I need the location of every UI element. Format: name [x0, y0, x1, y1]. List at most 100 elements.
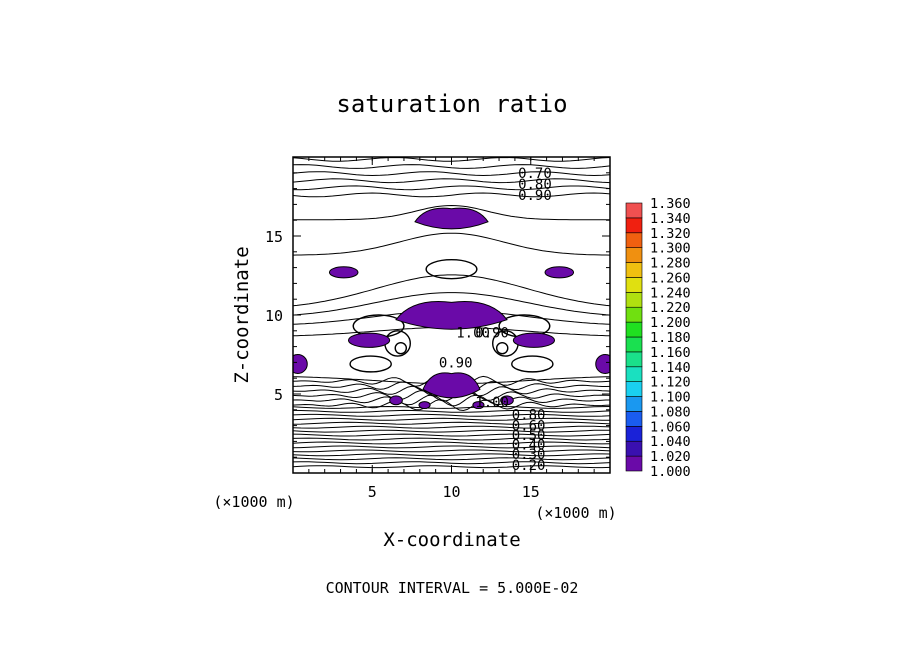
y-tick-label: 5	[274, 386, 283, 404]
colorbar-swatch	[625, 277, 643, 293]
contour-line	[293, 204, 610, 221]
contour-line	[293, 453, 610, 457]
x-axis-label: X-coordinate	[383, 529, 520, 551]
contour-line	[293, 192, 610, 198]
colorbar-swatch	[625, 232, 643, 248]
contour-line	[293, 421, 610, 425]
contour-line	[293, 449, 610, 453]
contour-label: 0.60	[512, 419, 546, 435]
colorbar-label: 1.240	[650, 285, 691, 301]
supersaturation-region	[500, 395, 514, 406]
contour-line	[293, 394, 610, 407]
contour-line	[293, 164, 610, 169]
colorbar-label: 1.320	[650, 226, 691, 242]
x-unit-label-left: (×1000 m)	[213, 493, 294, 511]
supersaturation-region	[414, 207, 489, 230]
contour-line	[293, 399, 610, 412]
contour-loop	[349, 355, 392, 373]
colorbar-label: 1.260	[650, 270, 691, 286]
contour-line	[293, 409, 610, 413]
supersaturation-region	[395, 301, 508, 330]
colorbar-label: 1.300	[650, 241, 691, 257]
supersaturation-region	[293, 354, 308, 374]
contour-label: 0.50	[512, 428, 546, 444]
contour-line	[293, 457, 610, 461]
contour-line	[293, 437, 610, 441]
colorbar-label: 1.280	[650, 256, 691, 272]
colorbar-label: 1.160	[650, 345, 691, 361]
contour-line	[293, 441, 610, 445]
y-tick-label: 10	[265, 307, 283, 325]
colorbar-swatch	[625, 440, 643, 457]
contour-line	[293, 274, 610, 307]
contour-line	[293, 171, 610, 177]
x-tick-label: 10	[442, 483, 460, 501]
colorbar-swatch	[625, 336, 643, 353]
contour-line	[293, 405, 610, 409]
colorbar-swatch	[625, 411, 643, 427]
colorbar-label: 1.180	[650, 330, 691, 346]
colorbar-label: 1.140	[650, 360, 691, 376]
contour-label: 0.90	[475, 325, 509, 341]
colorbar-label: 1.120	[650, 375, 691, 391]
colorbar-label: 1.060	[650, 419, 691, 435]
supersaturation-region	[422, 372, 481, 399]
supersaturation-region	[389, 395, 403, 406]
colorbar-label: 1.080	[650, 404, 691, 420]
colorbar-swatch	[625, 202, 643, 219]
contour-line	[293, 425, 610, 429]
contour-line	[293, 292, 610, 316]
colorbar-label: 1.220	[650, 300, 691, 316]
colorbar: 1.0001.0201.0401.0601.0801.1001.1201.140…	[625, 196, 691, 480]
contour-label: 0.70	[518, 166, 552, 182]
supersaturation-region	[544, 266, 575, 279]
x-tick-label: 5	[368, 483, 377, 501]
colorbar-swatch	[625, 217, 643, 234]
colorbar-swatch	[625, 321, 643, 338]
y-axis-label: Z-coordinate	[231, 246, 253, 383]
contour-label: 0.80	[518, 177, 552, 193]
colorbar-label: 1.020	[650, 449, 691, 465]
axis-ticks: 5 10 15 5 10 15	[265, 157, 610, 501]
contour-line	[293, 413, 610, 417]
plot-area: 0.700.800.901.000.900.901.000.800.600.50…	[293, 157, 610, 474]
contour-label: 0.40	[512, 438, 546, 454]
contour-label: 1.00	[456, 325, 490, 341]
contour-label: 0.20	[512, 458, 546, 474]
y-tick-label: 15	[265, 228, 283, 246]
contour-line	[293, 178, 610, 184]
colorbar-swatch	[625, 381, 643, 397]
contour-interval-footer: CONTOUR INTERVAL = 5.000E-02	[326, 579, 579, 597]
x-unit-label-right: (×1000 m)	[535, 504, 616, 522]
colorbar-swatch	[625, 426, 643, 442]
colorbar-swatch	[625, 292, 643, 308]
supersaturation-region	[472, 401, 485, 410]
colorbar-label: 1.200	[650, 315, 691, 331]
contour-loop	[394, 341, 408, 355]
colorbar-label: 1.100	[650, 390, 691, 406]
colorbar-label: 1.360	[650, 196, 691, 212]
colorbar-swatch	[625, 351, 643, 368]
contour-line	[293, 445, 610, 449]
contour-line	[293, 389, 610, 402]
contour-label: 0.80	[512, 408, 546, 424]
contour-label: 0.90	[439, 355, 473, 371]
chart-title: saturation ratio	[336, 90, 567, 118]
contour-line	[293, 429, 610, 433]
contour-line	[293, 461, 610, 465]
colorbar-swatch	[625, 455, 643, 472]
supersaturation-region	[418, 401, 431, 410]
colorbar-swatch	[625, 262, 643, 278]
colorbar-swatch	[625, 396, 643, 412]
supersaturation-region	[347, 332, 391, 348]
contour-line	[293, 232, 610, 256]
supersaturation-region	[595, 354, 610, 374]
colorbar-swatch	[625, 306, 643, 323]
colorbar-label: 1.040	[650, 434, 691, 450]
colorbar-swatch	[625, 247, 643, 263]
colorbar-swatch	[625, 366, 643, 382]
contour-loop	[425, 258, 478, 280]
contour-line	[293, 417, 610, 421]
contour-loop	[511, 355, 554, 373]
